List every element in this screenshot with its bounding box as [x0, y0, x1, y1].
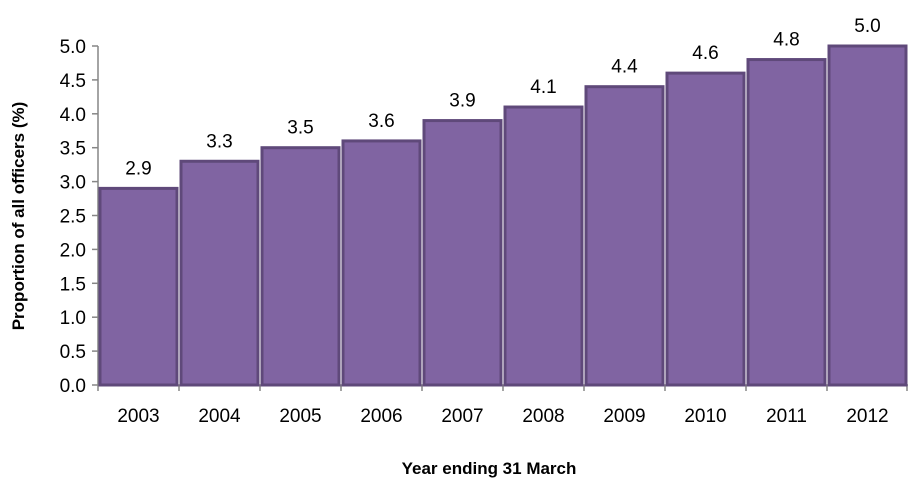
bar-2006 [341, 139, 422, 387]
data-label-2010: 4.6 [692, 43, 718, 64]
x-axis-title: Year ending 31 March [402, 459, 577, 478]
x-tick-label-2006: 2006 [360, 406, 402, 427]
data-label-2004: 3.3 [206, 131, 232, 152]
bar-2005 [260, 146, 341, 387]
x-axis: 2003 2004 2005 2006 2007 2008 2009 2010 2011 2012 [97, 384, 908, 427]
x-tick-label-2012: 2012 [846, 406, 888, 427]
data-label-2007: 3.9 [449, 91, 475, 112]
x-tick-label-2008: 2008 [522, 406, 564, 427]
data-label-2005: 3.5 [287, 118, 313, 139]
bar-2011 [746, 58, 827, 387]
y-tick-label: 5.0 [60, 37, 86, 58]
x-tick-label-2010: 2010 [684, 406, 726, 427]
y-axis-title: Proportion of all officers (%) [9, 102, 28, 331]
data-label-2006: 3.6 [368, 111, 394, 132]
data-labels: 2.9 3.3 3.5 3.6 3.9 4.1 4.4 4.6 4.8 5.0 [125, 16, 880, 179]
y-axis: 0.0 0.5 1.0 1.5 2.0 2.5 3.0 3.5 4.0 4.5 5.0 [60, 37, 99, 397]
y-tick-label: 3.5 [60, 139, 86, 160]
x-tick-label-2005: 2005 [279, 406, 321, 427]
x-tick-label-2007: 2007 [441, 406, 483, 427]
x-tick-label-2004: 2004 [198, 406, 241, 427]
data-label-2008: 4.1 [530, 77, 556, 98]
bar-2009 [584, 85, 665, 387]
y-tick-label: 4.0 [60, 105, 86, 126]
bar-2012 [827, 44, 908, 387]
bars [98, 44, 908, 387]
x-tick-label-2003: 2003 [117, 406, 159, 427]
y-tick-label: 0.0 [60, 376, 86, 397]
y-tick-label: 1.5 [60, 274, 86, 295]
y-tick-label: 3.0 [60, 173, 86, 194]
data-label-2011: 4.8 [773, 30, 799, 51]
bar-2003 [98, 186, 179, 387]
data-label-2009: 4.4 [611, 57, 638, 78]
y-tick-label: 0.5 [60, 342, 86, 363]
y-tick-label: 1.0 [60, 308, 86, 329]
x-tick-label-2009: 2009 [603, 406, 645, 427]
data-label-2003: 2.9 [125, 158, 151, 179]
bar-2007 [422, 119, 503, 387]
y-tick-label: 2.5 [60, 207, 86, 228]
bar-2008 [503, 105, 584, 387]
y-tick-label: 2.0 [60, 240, 86, 261]
bar-2004 [179, 159, 260, 387]
bar-2010 [665, 71, 746, 387]
y-tick-label: 4.5 [60, 71, 86, 92]
x-tick-label-2011: 2011 [766, 406, 807, 427]
data-label-2012: 5.0 [854, 16, 880, 37]
